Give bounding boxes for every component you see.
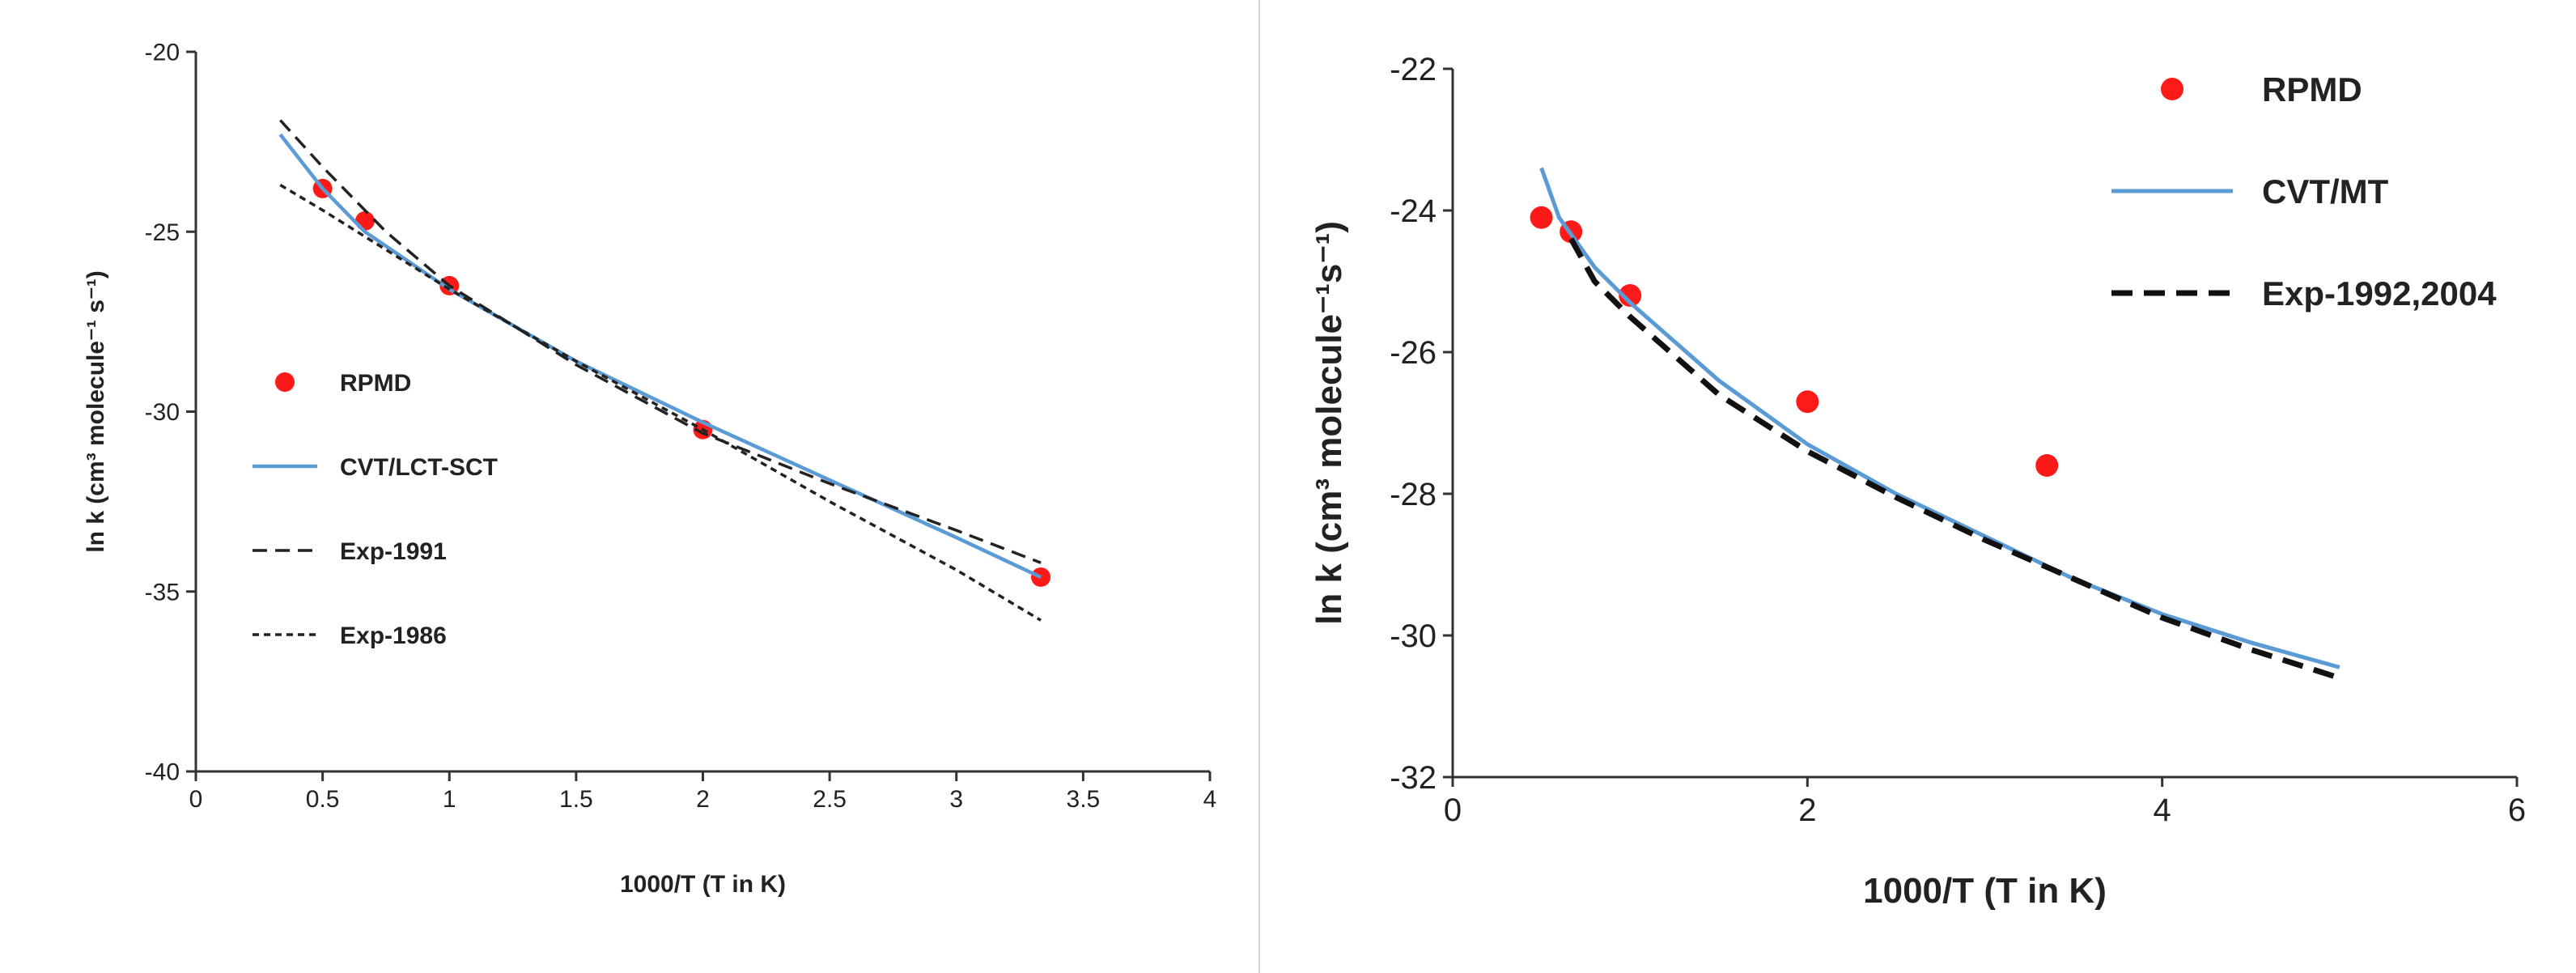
y-tick-label: -40 <box>145 759 180 786</box>
x-tick-label: 2 <box>696 786 710 813</box>
series-line-cvt-lct-sct <box>278 133 1042 580</box>
x-tick-label: 4 <box>1203 786 1217 813</box>
y-tick-label: -32 <box>1390 760 1437 796</box>
x-tick-label: 2 <box>1798 792 1816 828</box>
y-tick-label: -35 <box>145 579 180 605</box>
legend-label: RPMD <box>2262 70 2362 108</box>
legend-label: Exp-1992,2004 <box>2262 274 2497 312</box>
rpmd-data-point <box>1530 206 1553 229</box>
rpmd-data-point <box>354 210 375 231</box>
y-tick-label: -30 <box>1390 618 1437 654</box>
legend-label: Exp-1991 <box>340 538 447 565</box>
x-axis-title: 1000/T (T in K) <box>1863 871 2107 911</box>
y-axis-title: ln k (cm³ molecule⁻¹ s⁻¹) <box>83 270 109 552</box>
legend-swatch-rpmd <box>2161 78 2183 100</box>
y-tick-label: -28 <box>1390 477 1437 512</box>
legend-label: RPMD <box>340 370 411 397</box>
x-tick-label: 2.5 <box>813 786 847 813</box>
series-line-exp-1986 <box>279 183 1042 622</box>
legend-swatch-rpmd <box>275 372 295 392</box>
x-tick-label: 3 <box>949 786 963 813</box>
legend-label: Exp-1986 <box>340 622 447 649</box>
rpmd-data-point <box>2035 454 2059 477</box>
right-chart-panel: 0 2 4 6 -22 -24 -26 -28 -30 -32 1000/T (T in K) ln … <box>1260 0 2576 973</box>
x-tick-label: 0 <box>189 786 203 813</box>
y-tick-label: -25 <box>145 219 180 246</box>
x-tick-label: 4 <box>2154 792 2171 828</box>
series-line-cvt-mt <box>1539 167 2340 669</box>
rpmd-data-point <box>1619 284 1642 307</box>
x-tick-label: 0 <box>1444 792 1462 828</box>
x-tick-label: 3.5 <box>1067 786 1101 813</box>
x-tick-label: 1.5 <box>559 786 593 813</box>
right-chart: 0 2 4 6 -22 -24 -26 -28 -30 -32 1000/T (T in K) ln … <box>1309 52 2526 911</box>
y-tick-label: -20 <box>145 40 180 66</box>
left-chart: 0 0.5 1 1.5 2 2.5 3 3.5 4 -20 -25 -30 -35 -40 1000/T (… <box>83 40 1217 899</box>
x-tick-label: 6 <box>2508 792 2526 828</box>
y-tick-label: -24 <box>1390 193 1437 229</box>
legend-label: CVT/MT <box>2262 172 2389 210</box>
x-tick-label: 1 <box>443 786 456 813</box>
left-chart-panel: 0 0.5 1 1.5 2 2.5 3 3.5 4 -20 -25 -30 -35 -40 1000/T (… <box>0 0 1260 973</box>
y-tick-label: -30 <box>145 399 180 426</box>
series-line-exp-1991 <box>279 119 1042 564</box>
y-tick-label: -26 <box>1390 335 1437 371</box>
y-tick-label: -22 <box>1390 52 1437 87</box>
rpmd-data-point <box>1796 390 1819 414</box>
legend-label: CVT/LCT-SCT <box>340 454 498 481</box>
x-axis-title: 1000/T (T in K) <box>620 871 786 898</box>
y-axis-title: ln k (cm³ molecule⁻¹s⁻¹) <box>1309 221 1349 625</box>
series-line-exp-1992-2004 <box>1568 237 2340 681</box>
x-tick-label: 0.5 <box>306 786 340 813</box>
